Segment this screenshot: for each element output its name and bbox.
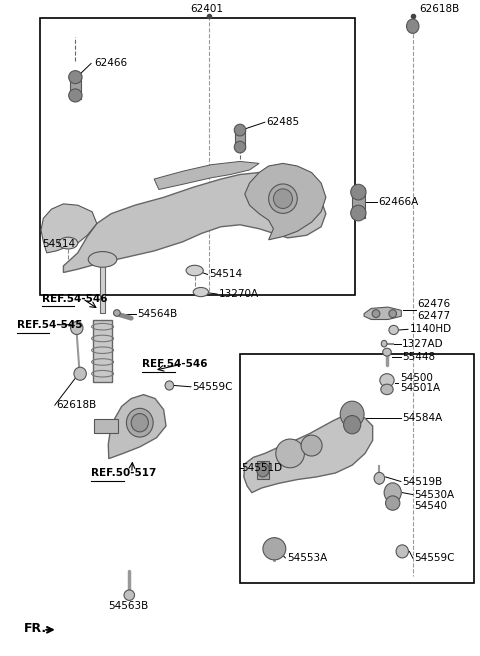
Text: 54559C: 54559C [414, 553, 455, 563]
Ellipse shape [88, 251, 117, 267]
Ellipse shape [396, 545, 408, 558]
Text: 54514: 54514 [42, 239, 75, 249]
Text: 54501A: 54501A [400, 383, 440, 393]
Ellipse shape [269, 184, 297, 213]
Ellipse shape [381, 340, 387, 347]
Text: 54500: 54500 [400, 373, 433, 382]
Text: REF.50-517: REF.50-517 [91, 468, 156, 478]
Text: 54563B: 54563B [108, 601, 148, 611]
Bar [70, 74, 81, 98]
Polygon shape [244, 414, 372, 493]
Text: 1327AD: 1327AD [402, 338, 444, 349]
Ellipse shape [234, 141, 246, 153]
Ellipse shape [234, 124, 246, 136]
Ellipse shape [59, 237, 78, 249]
Ellipse shape [131, 413, 148, 432]
Ellipse shape [372, 310, 380, 318]
Text: 54551D: 54551D [241, 462, 282, 473]
Text: 54559C: 54559C [192, 382, 233, 392]
Ellipse shape [351, 205, 366, 221]
Text: 54540: 54540 [414, 501, 447, 510]
Ellipse shape [69, 71, 82, 84]
Ellipse shape [340, 401, 364, 427]
Text: 54519B: 54519B [402, 476, 443, 487]
Ellipse shape [69, 89, 82, 102]
Text: 55448: 55448 [402, 352, 435, 361]
Text: 1140HD: 1140HD [409, 324, 452, 335]
Text: REF.54-546: REF.54-546 [142, 359, 208, 369]
Ellipse shape [389, 310, 396, 318]
Polygon shape [63, 173, 326, 272]
Text: 54514: 54514 [209, 270, 242, 279]
Polygon shape [245, 163, 326, 240]
Ellipse shape [384, 483, 401, 502]
Bar [95, 419, 118, 433]
Ellipse shape [407, 19, 419, 33]
Text: REF.54-545: REF.54-545 [17, 319, 82, 330]
Ellipse shape [186, 265, 203, 276]
Ellipse shape [257, 462, 269, 477]
Ellipse shape [114, 310, 120, 316]
Text: 62476: 62476 [418, 300, 451, 310]
Ellipse shape [301, 435, 322, 456]
Ellipse shape [124, 590, 134, 600]
Bar [39, 18, 355, 295]
Polygon shape [364, 307, 401, 319]
Text: 54564B: 54564B [137, 308, 178, 319]
Ellipse shape [193, 287, 208, 297]
Bar [257, 461, 269, 479]
Text: 54530A: 54530A [414, 489, 454, 500]
Ellipse shape [74, 367, 86, 380]
Text: 54553A: 54553A [287, 553, 327, 563]
Text: 62466: 62466 [95, 58, 128, 68]
Ellipse shape [351, 184, 366, 200]
Text: FR.: FR. [24, 622, 48, 635]
Bar [94, 320, 112, 382]
Polygon shape [154, 161, 259, 190]
Polygon shape [108, 395, 166, 459]
Text: 62477: 62477 [418, 311, 451, 321]
Bar [352, 188, 364, 218]
Text: 62618B: 62618B [419, 5, 459, 14]
Ellipse shape [374, 472, 384, 484]
Text: 62485: 62485 [266, 117, 300, 127]
Ellipse shape [385, 496, 400, 510]
Ellipse shape [380, 374, 394, 387]
Bar [240, 354, 474, 583]
Polygon shape [41, 204, 97, 253]
Bar [100, 258, 105, 314]
Ellipse shape [71, 321, 83, 335]
Ellipse shape [383, 348, 391, 356]
Ellipse shape [263, 538, 286, 560]
Ellipse shape [381, 384, 393, 395]
Bar [235, 128, 245, 149]
Text: 62466A: 62466A [378, 197, 419, 207]
Text: 54584A: 54584A [402, 413, 443, 423]
Ellipse shape [165, 381, 174, 390]
Text: REF.54-546: REF.54-546 [42, 294, 108, 304]
Ellipse shape [276, 439, 304, 468]
Text: 13270A: 13270A [218, 289, 259, 299]
Text: 62618B: 62618B [56, 400, 96, 410]
Ellipse shape [126, 408, 153, 437]
Ellipse shape [389, 325, 398, 335]
Ellipse shape [274, 189, 292, 209]
Text: 62401: 62401 [190, 5, 223, 14]
Ellipse shape [344, 415, 361, 434]
